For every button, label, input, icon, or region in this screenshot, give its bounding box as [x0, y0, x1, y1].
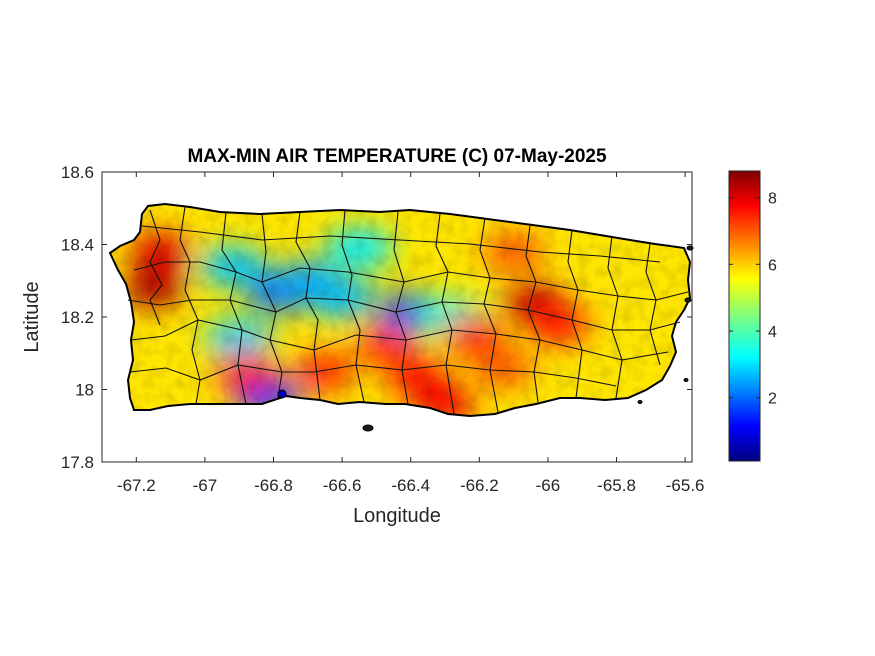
y-tick-label: 18	[75, 381, 94, 400]
colorbar-tick-label: 4	[768, 324, 777, 341]
y-tick-label: 18.4	[61, 236, 94, 255]
x-tick-label: -66.8	[254, 476, 293, 495]
y-tick-label: 17.8	[61, 453, 94, 472]
x-axis-ticks: -67.2 -67 -66.8 -66.6 -66.4 -66.2 -66 -65.8 -65.…	[117, 172, 705, 495]
municipality-boundaries	[127, 206, 689, 415]
y-tick-label: 18.6	[61, 163, 94, 182]
colorbar-tick-label: 2	[768, 391, 777, 408]
y-axis-ticks: 18.6 18.4 18.2 18 17.8	[61, 163, 692, 472]
x-tick-label: -65.6	[666, 476, 705, 495]
x-tick-label: -66.2	[460, 476, 499, 495]
x-axis-label: Longitude	[353, 505, 441, 527]
x-tick-label: -66.4	[391, 476, 430, 495]
x-tick-label: -66.6	[323, 476, 362, 495]
colorbar-ticks: 8 6 4 2	[729, 191, 777, 408]
x-tick-label: -66	[536, 476, 561, 495]
y-axis-label: Latitude	[21, 281, 43, 352]
colorbar-tick-label: 6	[768, 257, 777, 274]
x-tick-label: -67	[193, 476, 218, 495]
colorbar	[728, 170, 761, 462]
y-tick-label: 18.2	[61, 308, 94, 327]
x-tick-label: -65.8	[597, 476, 636, 495]
offshore-islets	[277, 245, 694, 432]
x-tick-label: -67.2	[117, 476, 156, 495]
chart-title: MAX-MIN AIR TEMPERATURE (C) 07-May-2025	[187, 146, 607, 167]
colorbar-tick-label: 8	[768, 191, 777, 208]
